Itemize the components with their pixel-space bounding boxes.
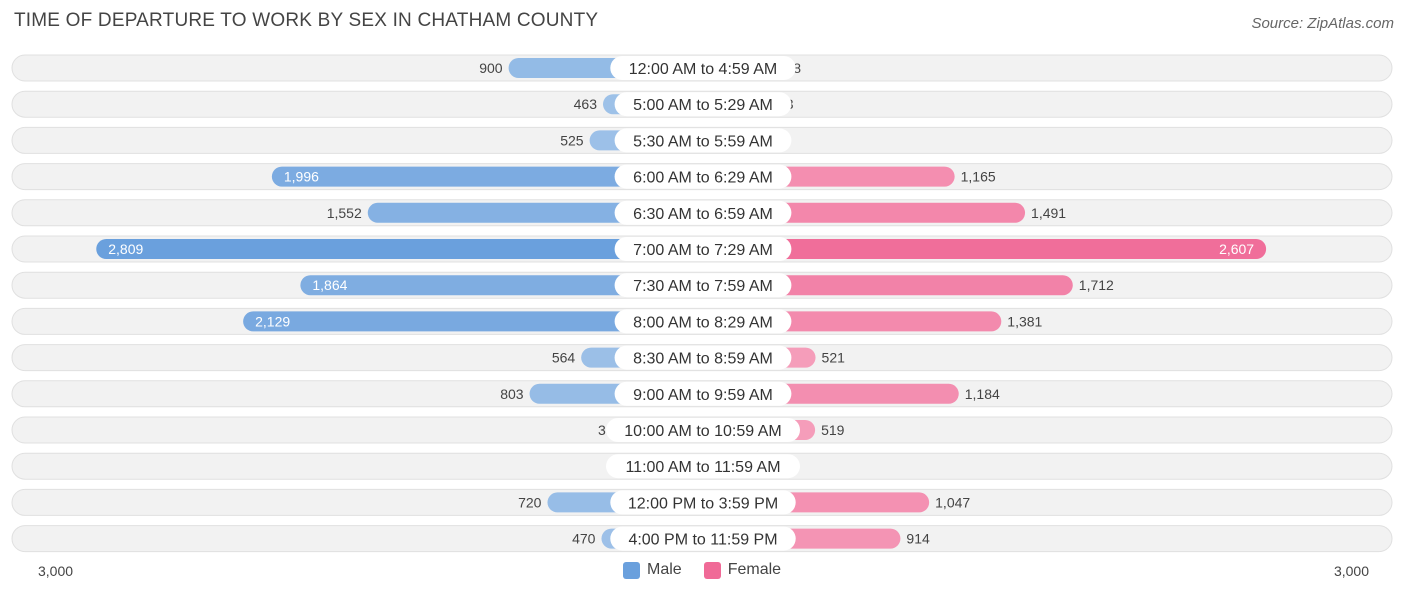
bar-male: [300, 275, 703, 296]
value-female: 914: [906, 531, 930, 547]
category-label: 12:00 AM to 4:59 AM: [629, 61, 778, 78]
category-pill: [614, 345, 792, 370]
bar-female: [703, 275, 1073, 296]
category-label: 4:00 PM to 11:59 PM: [628, 532, 777, 549]
category-label: 9:00 AM to 9:59 AM: [633, 387, 773, 404]
bar-female: [703, 239, 1267, 259]
legend-swatch-male: [623, 561, 640, 579]
category-label: 5:00 AM to 5:29 AM: [633, 97, 773, 114]
legend-label-female: Female: [727, 561, 782, 578]
value-female: 1,184: [965, 386, 1000, 402]
value-male: 2,809: [108, 241, 143, 257]
category-label: 6:00 AM to 6:29 AM: [633, 170, 773, 187]
value-female: 1,491: [1031, 205, 1066, 221]
value-male: 900: [479, 60, 503, 76]
category-pill: [606, 418, 800, 442]
legend-item-female: Female: [703, 561, 782, 579]
value-male: 470: [572, 531, 596, 547]
category-pill: [610, 526, 796, 551]
category-pill: [610, 56, 796, 80]
category-label: 6:30 AM to 6:59 AM: [633, 206, 773, 223]
category-pill: [614, 381, 792, 406]
legend: Male Female: [623, 561, 781, 579]
category-pill: [614, 200, 792, 225]
category-pill: [614, 128, 792, 153]
category-label: 8:30 AM to 8:59 AM: [633, 351, 773, 368]
value-female: 1,712: [1079, 277, 1114, 293]
category-pill: [614, 273, 792, 298]
value-male: 463: [574, 96, 598, 112]
legend-label-male: Male: [647, 561, 682, 578]
category-label: 8:00 AM to 8:29 AM: [633, 314, 773, 331]
value-female: 2,607: [1219, 241, 1254, 257]
category-label: 11:00 AM to 11:59 AM: [625, 459, 780, 476]
value-female: 1,047: [935, 494, 970, 510]
category-pill: [614, 164, 792, 189]
value-male: 1,996: [284, 169, 319, 185]
axis-right-label: 3,000: [1333, 563, 1369, 579]
value-male: 720: [518, 494, 542, 510]
legend-swatch-female: [703, 561, 721, 579]
bar-male: [243, 311, 704, 332]
chart-title: TIME OF DEPARTURE TO WORK BY SEX IN CHAT…: [14, 10, 599, 31]
value-male: 564: [552, 350, 576, 366]
category-label: 12:00 PM to 3:59 PM: [628, 495, 778, 512]
bar-male: [271, 166, 703, 187]
value-male: 803: [500, 386, 524, 402]
value-female: 1,165: [961, 169, 996, 185]
value-male: 1,864: [312, 277, 347, 293]
category-label: 7:00 AM to 7:29 AM: [633, 242, 773, 259]
value-male: 2,129: [255, 313, 290, 329]
value-female: 1,381: [1007, 313, 1042, 329]
category-label: 7:30 AM to 7:59 AM: [633, 278, 773, 295]
value-male: 1,552: [327, 205, 362, 221]
bar-male: [96, 239, 704, 259]
category-pill: [614, 309, 792, 334]
category-label: 10:00 AM to 10:59 AM: [624, 423, 781, 440]
category-label: 5:30 AM to 5:59 AM: [633, 133, 773, 150]
category-pill: [614, 237, 792, 261]
axis-left-label: 3,000: [38, 563, 74, 579]
value-male: 525: [560, 132, 584, 148]
legend-item-male: Male: [623, 561, 682, 579]
value-female: 521: [822, 350, 846, 366]
category-pill: [610, 490, 796, 515]
category-pill: [614, 92, 792, 117]
value-female: 519: [821, 422, 845, 438]
chart-source: Source: ZipAtlas.com: [1251, 15, 1394, 32]
category-pill: [606, 454, 800, 479]
